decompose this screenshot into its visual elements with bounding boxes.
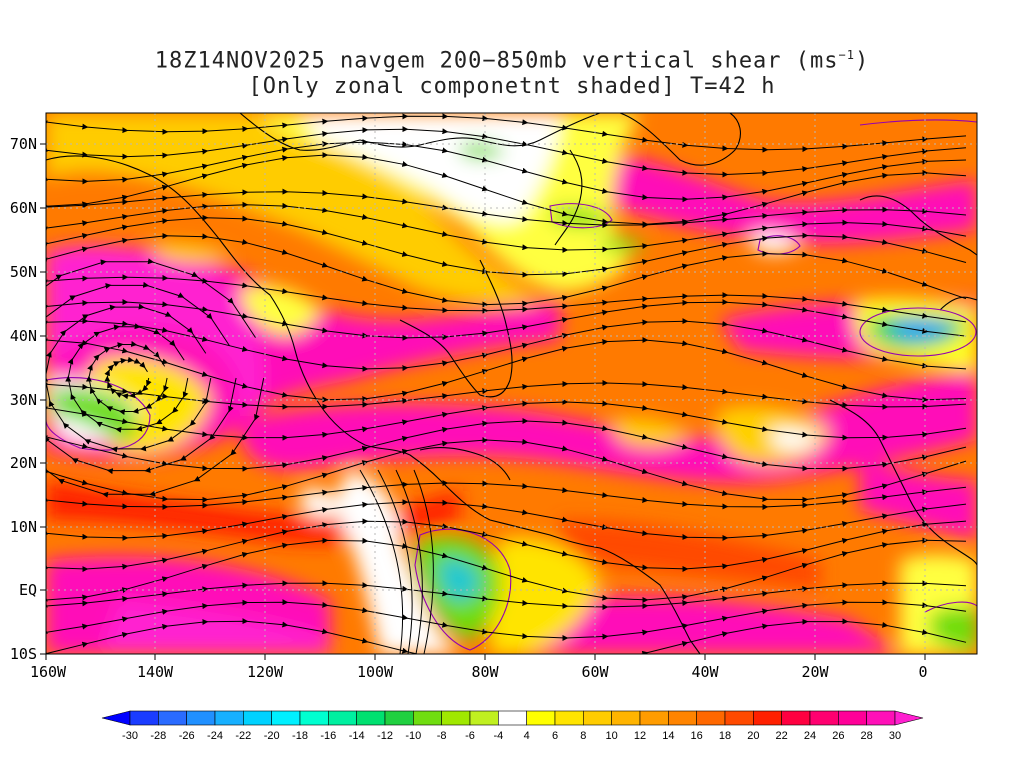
colorbar-box	[186, 710, 216, 726]
shading-field	[46, 113, 977, 654]
colorbar-box	[838, 710, 867, 726]
streamline	[46, 580, 967, 611]
lat-label: 30N	[10, 391, 37, 409]
lon-label: 160W	[30, 663, 67, 681]
colorbar-box	[469, 710, 499, 726]
lat-label: 50N	[10, 263, 37, 281]
colorbar-label: 26	[832, 730, 844, 742]
lon-label: 0	[918, 663, 927, 681]
plot-frame	[45, 112, 978, 655]
streamlines	[46, 113, 967, 654]
colorbar-box	[271, 710, 301, 726]
lon-label: 20W	[801, 663, 829, 681]
colorbar-box	[356, 710, 386, 726]
colorbar-label: 22	[776, 730, 788, 742]
colorbar-label: 10	[606, 730, 618, 742]
colorbar-label: -20	[264, 730, 280, 742]
colorbar-label: 8	[580, 730, 586, 742]
colorbar-box	[214, 710, 244, 726]
tick-marks	[40, 143, 926, 660]
colorbar-label: -16	[320, 730, 336, 742]
lon-label: 60W	[581, 663, 609, 681]
colorbar-label: -12	[377, 730, 393, 742]
colorbar-box	[243, 710, 272, 726]
streamline	[46, 258, 265, 498]
colorbar-min-arrow	[101, 710, 131, 726]
lon-label: 120W	[247, 663, 284, 681]
colorbar-box	[384, 710, 414, 726]
colorbar-box	[668, 710, 697, 726]
colorbar-box	[299, 710, 329, 726]
streamline	[46, 618, 967, 654]
colorbar-label: 24	[804, 730, 816, 742]
colorbar-label: 4	[524, 730, 530, 742]
streamline	[46, 537, 967, 603]
colorbar-box	[413, 710, 442, 726]
colorbar-label: -28	[150, 730, 166, 742]
lon-label: 80W	[471, 663, 499, 681]
colorbar-label: 6	[552, 730, 558, 742]
streamline	[395, 469, 423, 654]
colorbar-box	[129, 710, 159, 726]
streamline	[377, 469, 413, 654]
lon-label: 100W	[357, 663, 394, 681]
colorbar-label: -18	[292, 730, 308, 742]
colorbar-label: 16	[691, 730, 703, 742]
colorbar-label: -30	[122, 730, 138, 742]
streamline	[359, 469, 404, 654]
colorbar-box	[809, 710, 839, 726]
colorbar-label: -22	[235, 730, 251, 742]
colorbar-label: -10	[405, 730, 421, 742]
colorbar-box	[526, 710, 556, 726]
colorbar-box	[498, 710, 527, 726]
colorbar-label: -24	[207, 730, 223, 742]
lat-label: 60N	[10, 199, 37, 217]
colorbar-box	[639, 710, 669, 726]
colorbar-label: -4	[493, 730, 503, 742]
colorbar-box	[328, 710, 357, 726]
colorbar: -30 -28 -26 -24 -22 -20 -18 -16 -14 -12 -10 -8 -6 -4 4…	[101, 710, 924, 742]
chart-title-line-1: 18Z14NOV2025 navgem 200−850mb vertical s…	[154, 48, 870, 74]
colorbar-box	[441, 710, 471, 726]
colorbar-label: 18	[719, 730, 731, 742]
lat-label: 10N	[10, 518, 37, 536]
streamline	[413, 469, 434, 654]
colorbar-label: 28	[861, 730, 873, 742]
colorbar-box	[696, 710, 726, 726]
colorbar-box	[866, 710, 896, 726]
colorbar-box	[554, 710, 584, 726]
colorbar-box	[158, 710, 187, 726]
grid-lines	[46, 113, 977, 654]
lat-label: 40N	[10, 327, 37, 345]
colorbar-label: -6	[465, 730, 475, 742]
lon-label: 140W	[137, 663, 174, 681]
colorbar-label: 20	[747, 730, 759, 742]
colorbar-box	[781, 710, 811, 726]
lat-label: 20N	[10, 454, 37, 472]
colorbar-max-arrow	[894, 710, 924, 726]
latitude-labels: 70N 60N 50N 40N 30N 20N 10N EQ 10S	[10, 135, 37, 663]
colorbar-label: 12	[634, 730, 646, 742]
colorbar-box	[611, 710, 641, 726]
colorbar-box	[753, 710, 782, 726]
colorbar-label: -8	[437, 730, 447, 742]
chart-title-line-2: [Only zonal componetnt shaded] T=42 h	[248, 74, 776, 99]
lat-label: 10S	[10, 645, 37, 663]
lat-label: 70N	[10, 135, 37, 153]
colorbar-label: -14	[349, 730, 365, 742]
lat-label: EQ	[19, 581, 37, 599]
colorbar-box	[724, 710, 754, 726]
colorbar-label: 14	[662, 730, 674, 742]
longitude-labels: 160W 140W 120W 100W 80W 60W 40W 20W 0	[30, 663, 928, 681]
colorbar-box	[583, 710, 612, 726]
lon-label: 40W	[691, 663, 719, 681]
colorbar-label: 30	[889, 730, 901, 742]
colorbar-label: -26	[179, 730, 195, 742]
